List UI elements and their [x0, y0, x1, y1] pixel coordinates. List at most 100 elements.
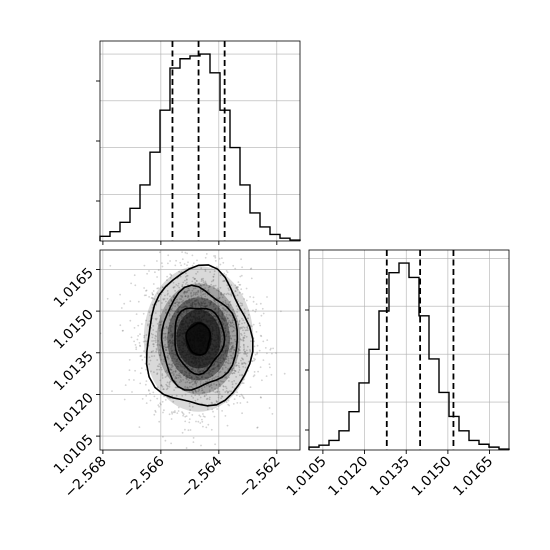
sample-point [213, 299, 216, 302]
sample-point [171, 364, 173, 366]
sample-point [156, 365, 159, 368]
sample-point [212, 390, 215, 393]
sample-point [205, 305, 208, 307]
sample-point [197, 301, 200, 303]
sample-point [217, 298, 220, 300]
sample-point [153, 413, 156, 416]
sample-point [201, 304, 204, 307]
sample-point [213, 300, 216, 302]
sample-point [230, 348, 233, 351]
sample-point [213, 287, 215, 290]
sample-point [198, 414, 201, 417]
sample-point [222, 354, 225, 356]
sample-point [227, 303, 230, 306]
sample-point [232, 372, 235, 374]
sample-point [241, 362, 243, 365]
sample-point [214, 315, 217, 318]
sample-point [237, 349, 240, 351]
sample-point [208, 369, 211, 372]
sample-point [243, 312, 246, 314]
sample-point [152, 391, 155, 394]
sample-point [227, 323, 230, 325]
sample-point [151, 293, 154, 296]
sample-point [230, 337, 232, 340]
sample-point [239, 352, 241, 354]
sample-point [208, 301, 210, 304]
sample-point [154, 411, 157, 413]
sample-point [235, 394, 238, 397]
sample-point [157, 269, 160, 271]
sample-point [225, 319, 228, 322]
sample-point [178, 301, 181, 304]
sample-point [222, 380, 225, 383]
sample-point [230, 293, 232, 296]
sample-point [181, 412, 184, 414]
sample-point [205, 284, 208, 286]
sample-point [195, 378, 198, 381]
sample-point [184, 279, 186, 282]
sample-point [218, 364, 220, 367]
sample-point [222, 319, 225, 321]
sample-point [239, 243, 241, 245]
sample-point [172, 352, 175, 355]
sample-point [227, 321, 230, 324]
sample-point [210, 384, 213, 387]
sample-point [106, 297, 109, 300]
sample-point [148, 363, 151, 366]
sample-point [219, 286, 222, 289]
sample-point [176, 368, 179, 371]
sample-point [171, 362, 174, 365]
sample-point [230, 350, 233, 353]
sample-point [137, 324, 140, 327]
sample-point [139, 372, 142, 375]
sample-point [203, 386, 206, 388]
sample-point [169, 319, 172, 322]
sample-point [242, 344, 245, 347]
sample-point [253, 345, 256, 348]
sample-point [223, 272, 226, 275]
sample-point [111, 390, 113, 392]
sample-point [218, 296, 221, 299]
sample-point [198, 371, 201, 374]
sample-point [272, 347, 274, 350]
sample-point [224, 335, 227, 338]
sample-point [166, 336, 169, 339]
sample-point [172, 296, 175, 298]
sample-point [197, 378, 199, 381]
sample-point [258, 322, 261, 325]
sample-point [167, 254, 170, 257]
sample-point [172, 332, 174, 335]
sample-point [221, 314, 224, 317]
sample-point [177, 363, 180, 365]
sample-point [173, 389, 176, 391]
sample-point [151, 336, 154, 339]
sample-point [170, 418, 173, 420]
sample-point [185, 378, 188, 381]
sample-point [209, 384, 212, 387]
sample-point [161, 265, 164, 268]
sample-point [212, 276, 215, 278]
sample-point [174, 264, 177, 267]
sample-point [223, 346, 226, 349]
sample-point [149, 314, 152, 317]
sample-point [184, 381, 187, 384]
sample-point [148, 389, 150, 392]
sample-point [147, 389, 150, 391]
sample-point [205, 282, 208, 285]
sample-point [242, 362, 244, 365]
sample-point [238, 321, 241, 323]
sample-point [158, 327, 161, 330]
sample-point [214, 256, 217, 259]
sample-point [179, 365, 182, 367]
sample-point [213, 368, 216, 370]
sample-point [142, 312, 145, 315]
sample-point [158, 326, 161, 329]
sample-point [203, 284, 206, 286]
sample-point [189, 304, 192, 307]
sample-point [130, 282, 133, 285]
sample-point [216, 390, 219, 393]
sample-point [205, 376, 208, 379]
sample-point [238, 352, 241, 355]
sample-point [192, 379, 195, 382]
sample-point [171, 349, 174, 352]
